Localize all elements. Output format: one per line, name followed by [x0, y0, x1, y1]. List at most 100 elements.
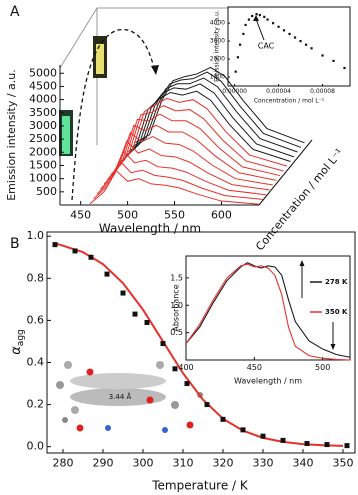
spectrum [93, 160, 263, 200]
y-tick-label: 1.0 [170, 301, 183, 310]
x-tick-label: 340 [293, 456, 314, 469]
x-axis-label: Concentration / mol L⁻¹ [254, 98, 325, 105]
spectrum [185, 261, 351, 358]
x-tick-label: 0.00004 [266, 88, 291, 95]
y-tick-label: 1000 [29, 172, 57, 185]
arrow-head [253, 15, 259, 21]
x-tick-label: 400 [178, 363, 193, 372]
atom [86, 368, 94, 376]
point [120, 290, 126, 296]
x-tick-label: 0.00008 [310, 88, 335, 95]
spectrum [100, 140, 270, 191]
x-tick-label: 450 [247, 363, 262, 372]
point [255, 13, 258, 16]
point [310, 47, 313, 50]
arrow-head [299, 260, 305, 266]
inset-frame [227, 6, 351, 87]
y-tick-label: 0.0 [27, 440, 45, 453]
spectrum [89, 169, 260, 205]
x-tick-label: 310 [173, 456, 194, 469]
spectrum [114, 105, 284, 172]
point [160, 341, 166, 347]
vial-glow [96, 44, 104, 74]
plot-frame [46, 231, 356, 454]
legend-label: 278 K [325, 278, 348, 286]
point [324, 442, 330, 448]
y-tick-label: 2000 [210, 56, 225, 63]
point [260, 433, 266, 439]
y-tick-label: 4000 [210, 20, 225, 27]
x-tick-label: 0.00000 [222, 88, 247, 95]
y-tick-label: 500 [36, 185, 57, 198]
plot-frame [227, 6, 351, 87]
spectrum [121, 90, 291, 162]
atom [186, 421, 194, 429]
point [144, 320, 150, 326]
y-axis-label: Emission intensity / a.u. [214, 10, 221, 82]
x-tick-label: 280 [53, 456, 74, 469]
x-tick-label: 320 [213, 456, 234, 469]
y-tick-label: 4000 [29, 93, 57, 106]
y-tick-label: 1500 [29, 158, 57, 171]
point [332, 59, 335, 62]
arrow-head [330, 344, 336, 350]
x-tick-label: 500 [117, 208, 138, 221]
x-tick-label: 500 [315, 363, 330, 372]
point [304, 441, 310, 447]
point [244, 23, 247, 27]
point [271, 22, 275, 25]
spectrum [96, 150, 267, 196]
point [52, 242, 58, 248]
spectrum [110, 113, 281, 177]
arrow-head [151, 65, 159, 75]
y-axis-label: Absorbance [172, 284, 181, 331]
atom [62, 417, 68, 423]
x-axis-label: Wavelength / nm [234, 377, 302, 386]
point [266, 18, 269, 21]
x-axis-label: Wavelength / nm [99, 222, 201, 236]
point [263, 15, 266, 18]
trend-arrow [71, 29, 156, 201]
y-axis-label: Emission intensity / a.u. [5, 69, 18, 201]
y-axis-label: αagg [9, 329, 26, 355]
point [240, 427, 246, 433]
spectrum [131, 71, 302, 148]
x-tick-label: 290 [93, 456, 114, 469]
point [293, 36, 297, 39]
point [247, 18, 250, 21]
vial-glow [62, 116, 70, 154]
distance-label: 3.44 Å [109, 392, 132, 401]
atom [76, 424, 84, 432]
atom [146, 396, 154, 404]
annotation-arrow [255, 18, 265, 41]
y-tick-label: 3500 [29, 106, 57, 119]
point [258, 13, 261, 17]
point [280, 437, 286, 443]
point [299, 40, 302, 43]
x-tick-label: 300 [133, 456, 154, 469]
point [277, 25, 280, 28]
x-tick-label: 550 [164, 208, 185, 221]
panel-label: A [10, 4, 20, 20]
point [343, 66, 346, 70]
spectrum [185, 263, 351, 361]
y-tick-label: 0.6 [27, 313, 45, 326]
spectrum [103, 131, 274, 186]
atom [64, 361, 72, 369]
y-label-symbol: α [9, 346, 24, 355]
point [344, 443, 350, 449]
x-tick-label: 450 [70, 208, 91, 221]
atom [162, 427, 168, 433]
molecule-core [70, 388, 166, 406]
legend-label: 350 K [325, 308, 348, 316]
y-tick-label: 0.4 [27, 355, 45, 368]
spectrum [124, 83, 295, 158]
y-tick-label: 0.2 [27, 398, 45, 411]
point [251, 14, 254, 18]
z-axis-label: Concentration / mol L⁻¹ [253, 146, 346, 253]
point [282, 29, 286, 32]
point [242, 32, 245, 36]
point [220, 416, 226, 422]
annotation: CAC [258, 42, 275, 51]
